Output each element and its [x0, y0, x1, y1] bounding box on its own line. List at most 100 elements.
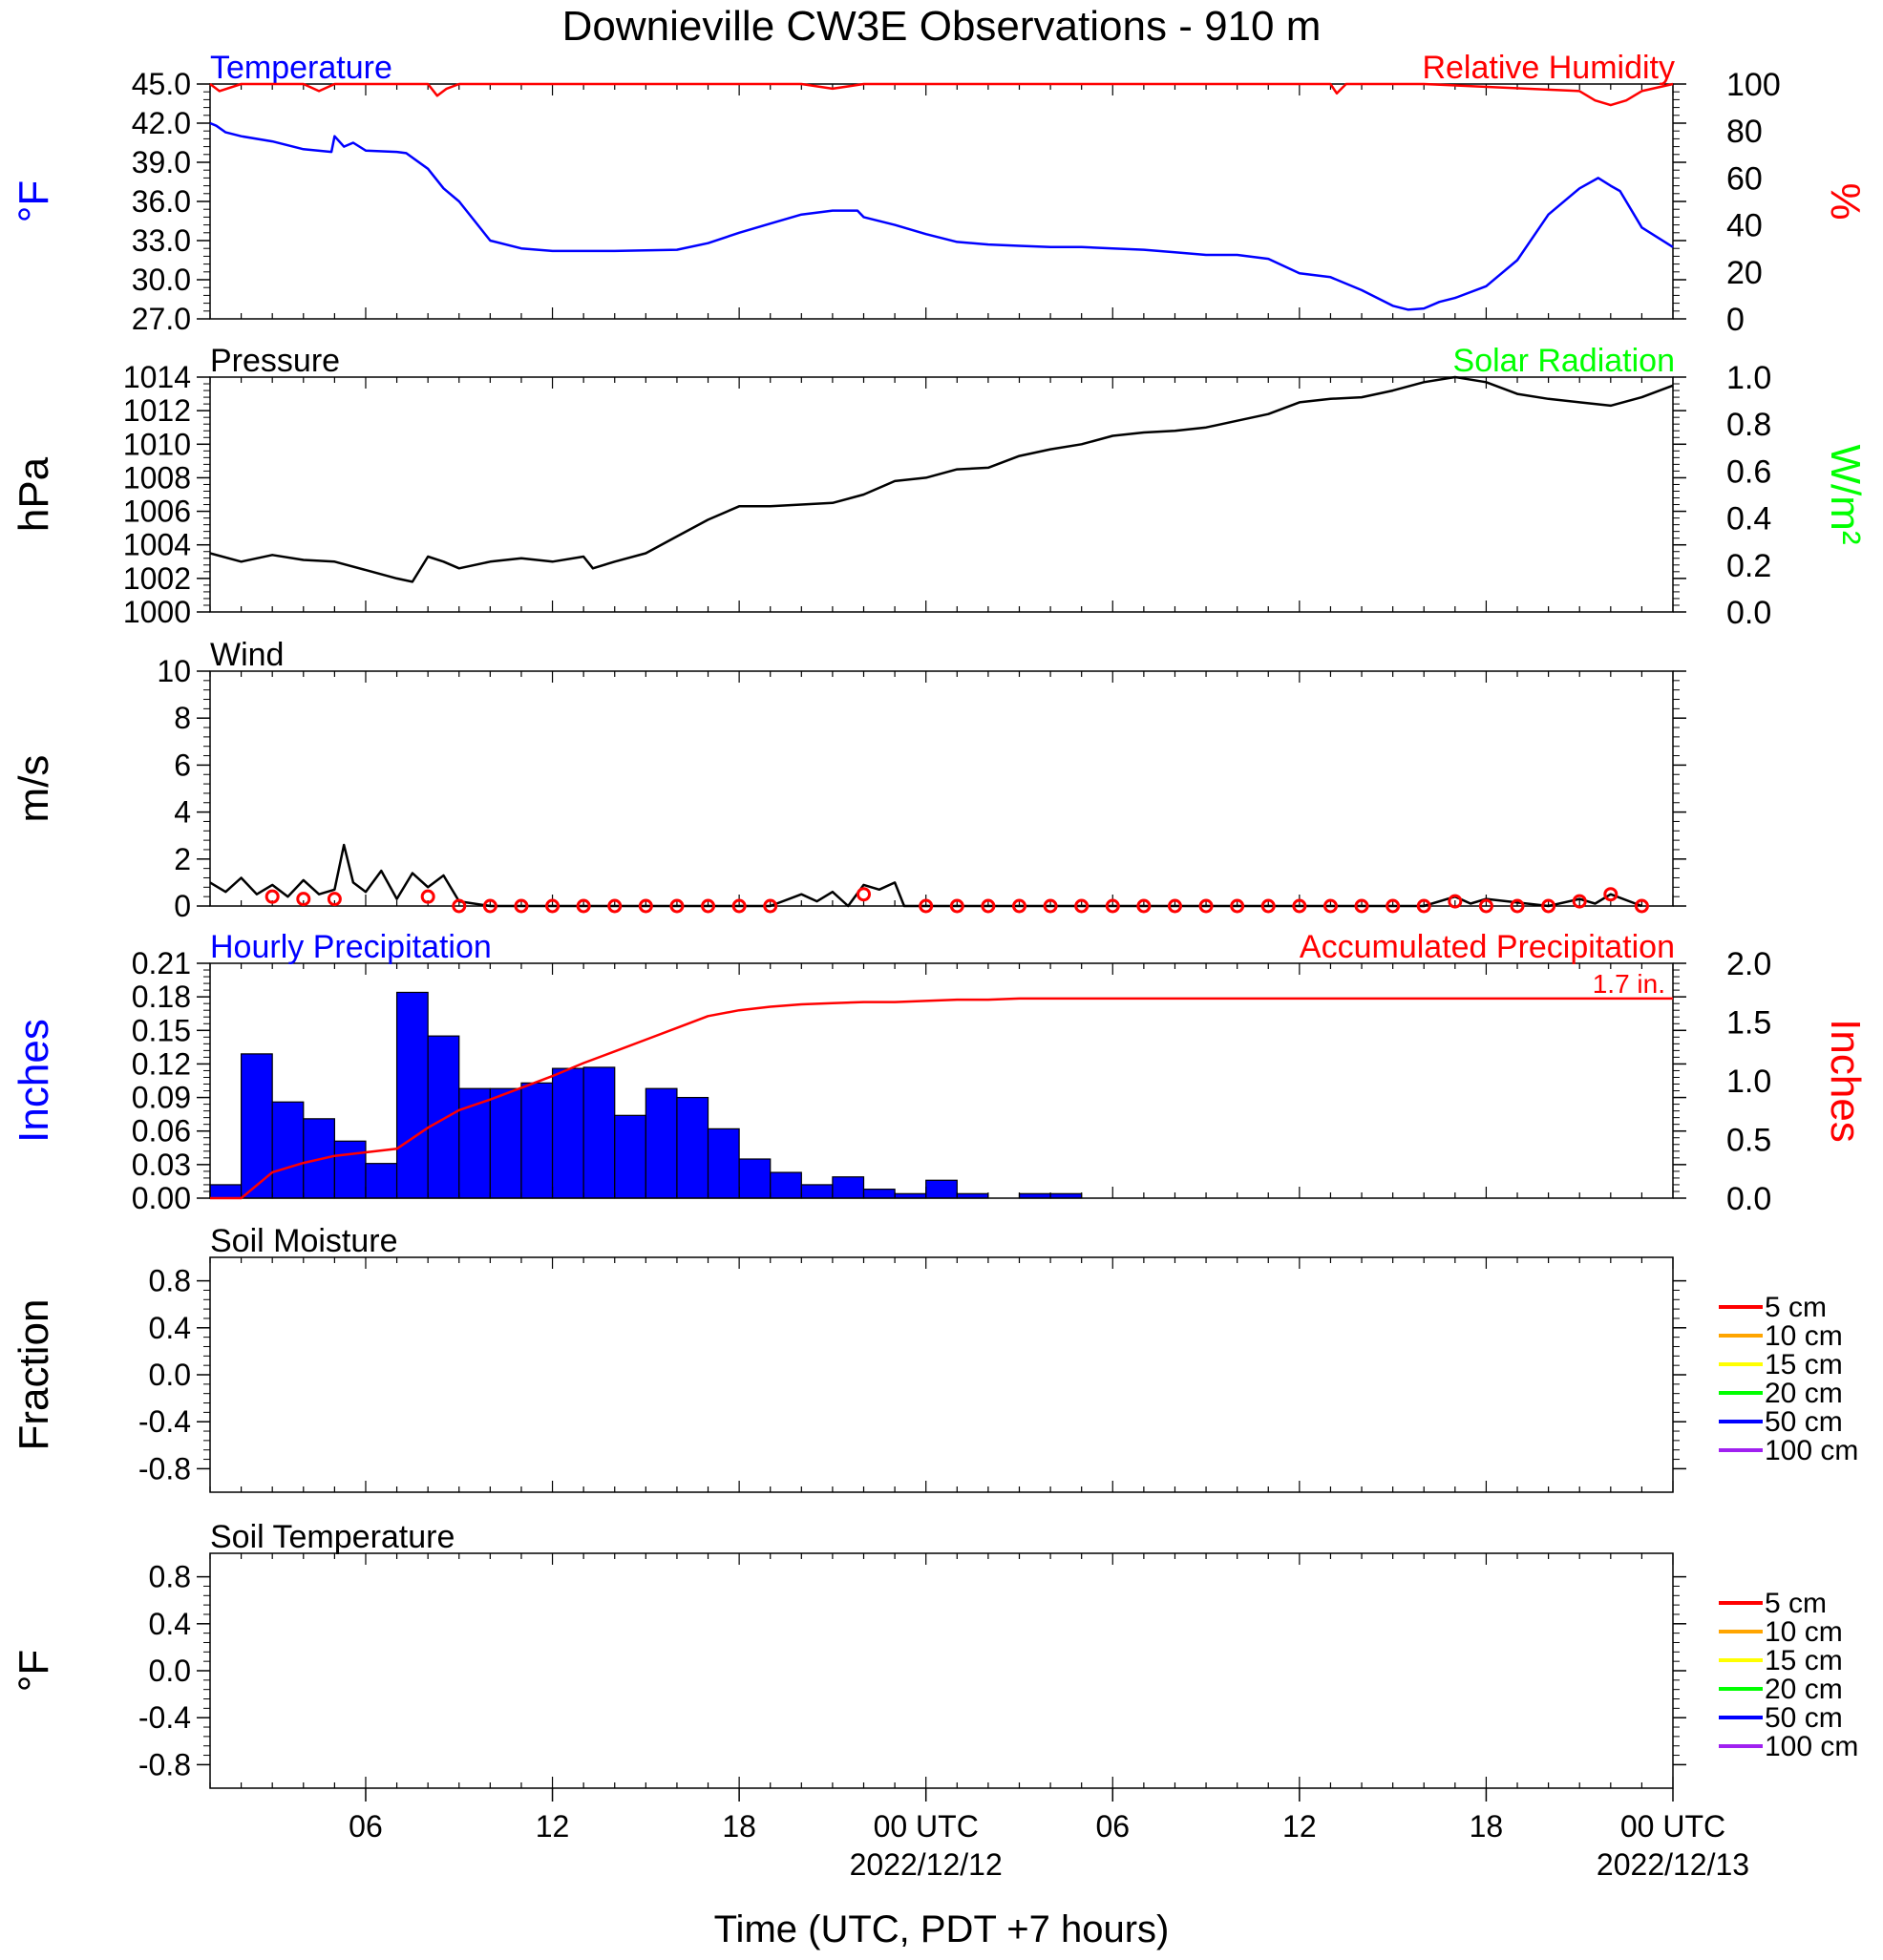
- legend-label: 50 cm: [1765, 1702, 1843, 1734]
- y-tick-label: 0.8: [149, 1560, 191, 1594]
- precip-bar: [800, 1184, 834, 1199]
- y-tick-label: 45.0: [132, 67, 191, 101]
- precip-bar: [738, 1158, 772, 1199]
- y-right-tick-label: 0.4: [1726, 501, 1771, 537]
- y-tick-label: 1010: [123, 427, 191, 461]
- precip-bar: [925, 1179, 958, 1199]
- legend-label: 5 cm: [1765, 1588, 1827, 1619]
- y-tick-label: 0.21: [132, 946, 191, 980]
- wind-marker: [1292, 898, 1307, 914]
- y-tick-label: 1012: [123, 393, 191, 428]
- wind-marker: [1510, 898, 1525, 914]
- y-tick-label: 0.03: [132, 1148, 191, 1182]
- temp-temperature-line: [209, 121, 1674, 311]
- precip-bar: [832, 1176, 865, 1199]
- precip-bar: [676, 1096, 709, 1199]
- y-tick-label: 0.00: [132, 1181, 191, 1215]
- wind-marker: [482, 898, 497, 914]
- x-date-label: 2022/12/13: [1597, 1847, 1749, 1882]
- y-right-tick-label: 0.5: [1726, 1123, 1771, 1159]
- y-tick-label: 27.0: [132, 302, 191, 336]
- wind-marker: [1105, 898, 1120, 914]
- precip-bar: [707, 1128, 740, 1199]
- legend-label: 100 cm: [1765, 1435, 1858, 1466]
- wind-marker: [1136, 898, 1152, 914]
- wind-marker: [1386, 898, 1401, 914]
- wind-marker: [296, 892, 311, 907]
- precip-panel: 0.210.180.150.120.090.060.030.00 2.0 1.5 1.…: [11, 929, 1869, 1217]
- precip-bar: [271, 1101, 305, 1199]
- soilm-ylabel-left: Fraction: [11, 1299, 57, 1451]
- y-tick-label: 1004: [123, 528, 191, 562]
- x-tick-label: 12: [536, 1809, 570, 1844]
- temp-ylabel-left: °F: [11, 180, 57, 222]
- y-tick-label: 1002: [123, 561, 191, 596]
- temp-panel: 45.0 42.0 39.0 36.0 33.0 30.0 27.0 100 80 60 40 20 0…: [11, 50, 1869, 338]
- wind-marker: [1043, 898, 1058, 914]
- y-right-tick-label: 20: [1726, 255, 1763, 291]
- y-tick-label: 0.18: [132, 980, 191, 1014]
- y-right-tick-label: 1.0: [1726, 360, 1771, 396]
- chart-title: Downieville CW3E Observations - 910 m: [562, 3, 1322, 50]
- pressure-title-left: Pressure: [210, 343, 340, 379]
- precip-bar: [365, 1163, 398, 1199]
- y-tick-label: 30.0: [132, 263, 191, 297]
- precip-bar: [770, 1171, 802, 1199]
- wind-ylabel-left: m/s: [11, 755, 57, 823]
- y-tick-label: -0.8: [138, 1747, 191, 1781]
- y-tick-label: 0: [174, 889, 191, 923]
- chart-panels: 45.042.039.036.033.030.027.0100806040200…: [11, 50, 1869, 1789]
- precip-bar: [614, 1114, 646, 1199]
- y-tick-label: 8: [174, 701, 191, 735]
- legend-label: 50 cm: [1765, 1406, 1843, 1438]
- temp-humidity-line: [209, 82, 1674, 107]
- wind-marker: [919, 898, 934, 914]
- wind-marker: [1230, 898, 1245, 914]
- wind-marker: [1260, 898, 1276, 914]
- y-right-tick-label: 1.0: [1726, 1064, 1771, 1100]
- y-tick-label: 0.09: [132, 1081, 191, 1115]
- x-tick-label: 00 UTC: [1620, 1809, 1725, 1844]
- wind-marker: [1478, 898, 1493, 914]
- wind-marker: [420, 889, 435, 904]
- precip-bar: [240, 1053, 273, 1199]
- precip-title-right: Accumulated Precipitation: [1300, 929, 1675, 965]
- y-right-tick-label: 2.0: [1726, 946, 1771, 982]
- legend-label: 10 cm: [1765, 1616, 1843, 1648]
- x-date-label: 2022/12/12: [850, 1847, 1003, 1882]
- y-tick-label: 0.06: [132, 1114, 191, 1149]
- y-tick-label: 1008: [123, 460, 191, 495]
- y-tick-label: -0.4: [138, 1404, 191, 1439]
- legend-label: 20 cm: [1765, 1674, 1843, 1705]
- wind-marker: [638, 898, 653, 914]
- wind-wind-line: [209, 843, 1642, 908]
- legend-label: 10 cm: [1765, 1320, 1843, 1352]
- wind-marker: [264, 889, 280, 904]
- x-tick-label: 18: [1470, 1809, 1504, 1844]
- wind-marker: [1634, 898, 1649, 914]
- precip-bar: [582, 1066, 616, 1199]
- x-tick-label: 06: [1095, 1809, 1130, 1844]
- wind-marker: [576, 898, 591, 914]
- y-tick-label: 33.0: [132, 223, 191, 258]
- pressure-title-right: Solar Radiation: [1453, 343, 1675, 379]
- precip-ylabel-left: Inches: [11, 1019, 57, 1143]
- y-tick-label: 10: [157, 654, 191, 688]
- wind-marker: [949, 898, 964, 914]
- temp-ylabel-right: %: [1822, 182, 1869, 220]
- y-tick-label: 0.12: [132, 1046, 191, 1081]
- y-tick-label: 0.8: [149, 1264, 191, 1298]
- wind-marker: [514, 898, 529, 914]
- legend-label: 5 cm: [1765, 1292, 1827, 1323]
- x-axis-label: Time (UTC, PDT +7 hours): [714, 1908, 1170, 1950]
- y-right-tick-label: 100: [1726, 67, 1781, 103]
- y-right-tick-label: 0.6: [1726, 453, 1771, 490]
- precip-bar: [458, 1087, 491, 1199]
- wind-marker: [1011, 898, 1026, 914]
- wind-marker: [1322, 898, 1338, 914]
